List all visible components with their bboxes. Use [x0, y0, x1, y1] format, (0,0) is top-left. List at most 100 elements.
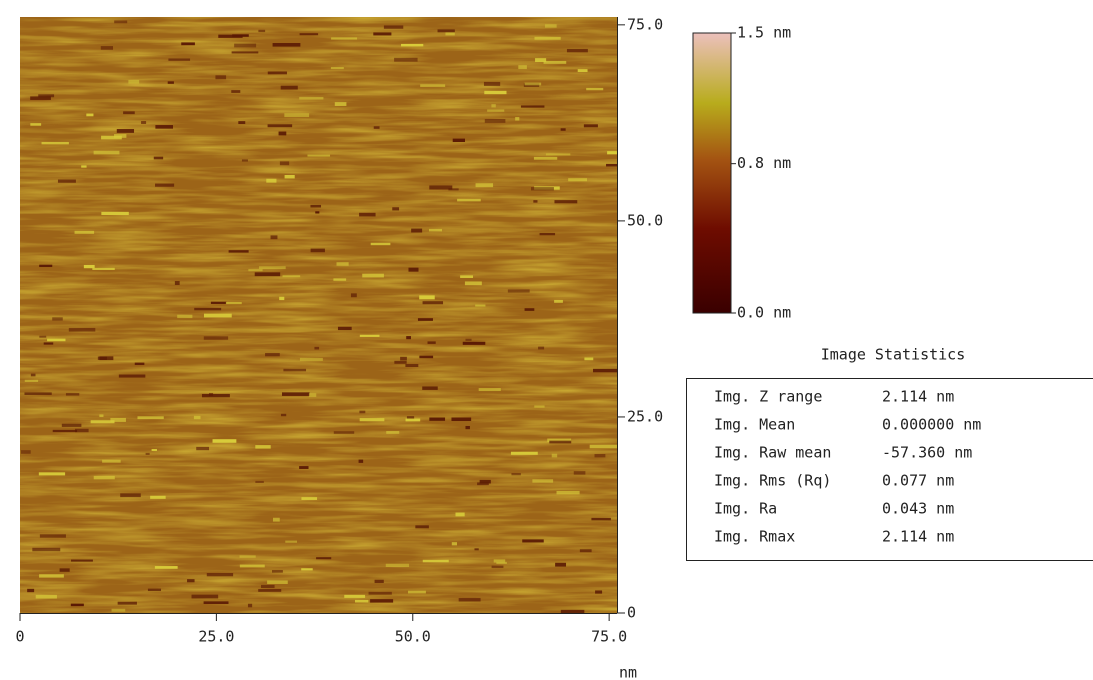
streak [420, 84, 445, 87]
streak [429, 229, 442, 231]
streak [47, 339, 65, 342]
streak [561, 610, 584, 613]
streak [282, 392, 310, 396]
streak [150, 496, 166, 499]
streak [394, 58, 417, 62]
streak [92, 268, 114, 270]
x-tick-label: 0 [15, 628, 24, 646]
streak [429, 418, 445, 421]
streak [534, 37, 560, 40]
streak [418, 318, 433, 321]
streak [207, 573, 233, 576]
streak [359, 411, 365, 414]
x-tick-label: 25.0 [198, 628, 234, 646]
streak [24, 392, 51, 395]
streak [268, 124, 293, 127]
streak [595, 454, 606, 457]
streak [459, 598, 481, 601]
x-tick-label: 75.0 [591, 628, 627, 646]
streak [337, 262, 349, 266]
streak [242, 159, 248, 161]
streak [370, 599, 393, 602]
streak [255, 481, 263, 483]
streak [123, 111, 135, 114]
streak [52, 317, 63, 320]
streak [607, 151, 617, 154]
streak [154, 157, 163, 160]
streak [44, 342, 54, 344]
stat-value: -57.360 nm [882, 444, 972, 462]
y-tick-label: 75.0 [627, 15, 663, 33]
streak [331, 37, 357, 39]
streak [351, 293, 357, 297]
streak [255, 445, 270, 448]
streak [453, 139, 465, 142]
streak [335, 102, 347, 106]
streak [355, 600, 368, 603]
streak [574, 471, 586, 474]
streak [518, 65, 527, 69]
streak [204, 314, 232, 318]
streak [465, 281, 482, 285]
streak [511, 473, 520, 475]
streak [285, 175, 295, 178]
streak [406, 419, 421, 422]
streak [285, 541, 297, 543]
streak [419, 356, 433, 359]
streak [279, 297, 284, 300]
stat-label: Img. Rmax [714, 528, 795, 546]
streak [463, 342, 486, 345]
streak [117, 129, 134, 133]
streak [240, 565, 265, 568]
streak [36, 595, 57, 599]
stat-label: Img. Raw mean [714, 444, 831, 462]
streak [476, 183, 493, 187]
streak [465, 426, 469, 429]
streak [331, 67, 344, 69]
streak [69, 328, 95, 332]
stats-title: Image Statistics [821, 346, 966, 364]
streak [181, 42, 195, 45]
streak [515, 117, 519, 121]
streak [496, 562, 507, 564]
streak [300, 358, 323, 361]
streak [137, 416, 163, 419]
streak [267, 580, 288, 584]
streak [511, 452, 538, 455]
streak [192, 595, 219, 599]
streak [177, 315, 192, 318]
streak [567, 49, 588, 52]
streak [314, 347, 319, 350]
streak [194, 308, 221, 310]
afm-window: Image Statistics nm 025.050.075.0025.050… [0, 0, 1093, 680]
streak [307, 155, 330, 157]
streak [384, 25, 403, 28]
streak [120, 493, 141, 497]
streak [101, 212, 128, 215]
streak [27, 589, 34, 592]
afm-image [20, 17, 630, 613]
streak [316, 557, 331, 559]
streak [102, 460, 121, 463]
streak [94, 151, 120, 155]
streak [213, 439, 237, 443]
stat-value: 2.114 nm [882, 528, 954, 546]
streak [280, 161, 289, 165]
streak [484, 91, 506, 94]
streak [595, 590, 602, 593]
streak [408, 591, 426, 594]
streak [268, 72, 287, 75]
streak [31, 374, 36, 377]
streak [371, 243, 391, 245]
streak [299, 466, 308, 469]
streak [540, 233, 555, 235]
streak [232, 51, 259, 53]
streak [373, 32, 391, 35]
streak [168, 81, 174, 83]
streak [521, 105, 544, 107]
streak [369, 592, 392, 595]
streak [525, 308, 535, 311]
streak [455, 513, 464, 517]
streak [99, 414, 103, 417]
streak [283, 369, 306, 372]
